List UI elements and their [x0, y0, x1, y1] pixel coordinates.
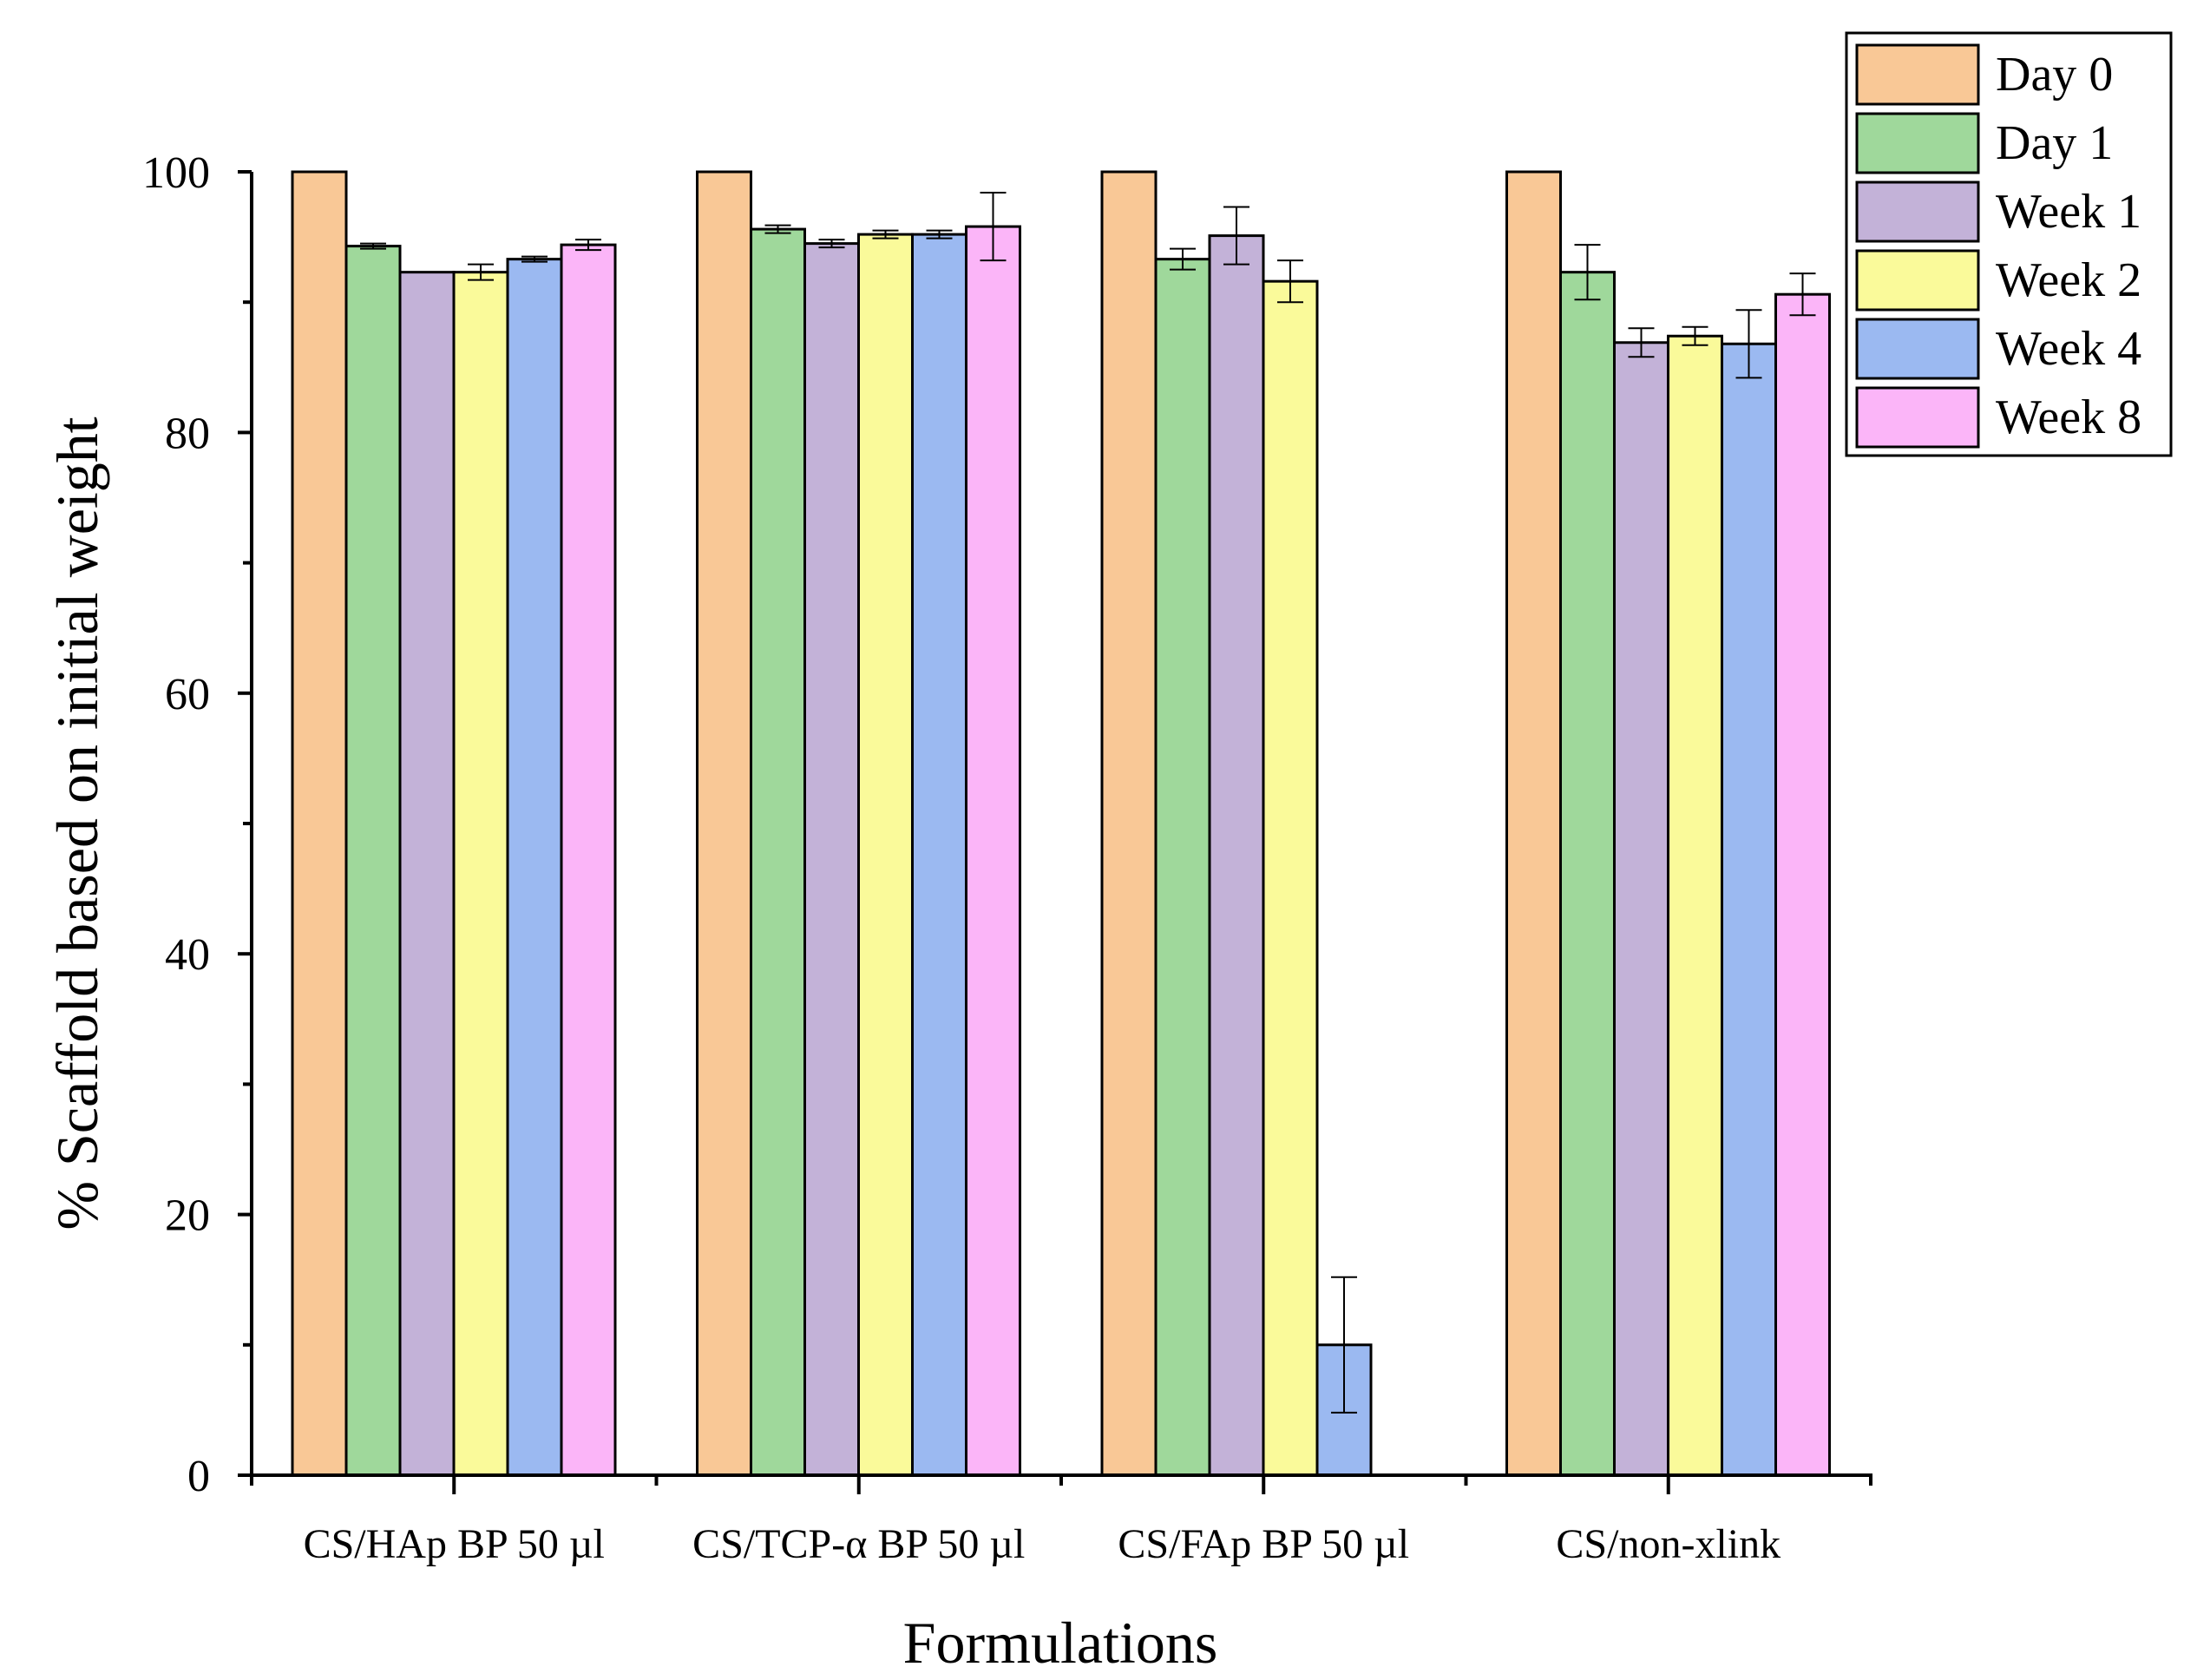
x-ticks: CS/HAp BP 50 µl CS/TCP-α BP 50 µl CS/FAp B… — [250, 1475, 1872, 1567]
bar — [1559, 271, 1616, 1477]
error-bars-layer — [360, 192, 1816, 1414]
y-axis-title: % Scaffold based on initial weight — [44, 417, 110, 1230]
legend-frame — [1845, 31, 2173, 457]
bar — [696, 170, 752, 1477]
bars-layer — [291, 170, 1831, 1477]
bar — [965, 225, 1021, 1477]
y-tick-label: 0 — [187, 1452, 210, 1501]
y-tick-label: 80 — [165, 409, 210, 458]
legend-swatch — [1855, 43, 1980, 106]
bar — [857, 233, 914, 1477]
x-tick-label: CS/non-xlink — [1556, 1521, 1781, 1567]
bar — [750, 227, 806, 1477]
bar — [398, 271, 456, 1477]
legend-swatch — [1855, 180, 1980, 243]
legend-label: Week 4 — [1996, 322, 2141, 376]
x-tick-label: CS/FAp BP 50 µl — [1118, 1521, 1409, 1567]
x-tick-label: CS/TCP-α BP 50 µl — [692, 1521, 1025, 1567]
bar — [1154, 258, 1211, 1477]
bar — [1667, 334, 1723, 1477]
legend-swatch — [1855, 249, 1980, 312]
y-tick-label: 20 — [165, 1191, 210, 1241]
bar — [1505, 170, 1562, 1477]
bar — [452, 271, 509, 1477]
legend-swatch — [1855, 318, 1980, 380]
x-axis-title: Formulations — [903, 1610, 1218, 1676]
bar — [560, 243, 617, 1477]
bar — [344, 245, 402, 1477]
bar — [1613, 341, 1669, 1477]
legend-label: Day 1 — [1996, 116, 2113, 170]
y-ticks: 0 20 40 60 80 100 — [142, 148, 252, 1501]
y-tick-label: 100 — [142, 148, 210, 198]
legend-label: Week 1 — [1996, 185, 2141, 239]
y-tick-label: 60 — [165, 670, 210, 719]
bar — [1262, 279, 1319, 1477]
legend-swatch — [1855, 112, 1980, 174]
bar — [506, 258, 563, 1477]
legend-label: Day 0 — [1996, 48, 2113, 102]
bar — [291, 170, 348, 1477]
legend: Day 0 Day 1 Week 1 Week 2 Week 4 Week 8 — [1845, 31, 2173, 457]
bar — [1721, 342, 1777, 1477]
bar — [803, 242, 860, 1477]
bar — [1100, 170, 1158, 1477]
y-tick-label: 40 — [165, 930, 210, 980]
bar — [911, 233, 967, 1477]
legend-label: Week 2 — [1996, 253, 2141, 307]
bar — [1208, 234, 1265, 1477]
bar — [1774, 292, 1831, 1477]
legend-label: Week 8 — [1996, 390, 2141, 444]
x-tick-label: CS/HAp BP 50 µl — [304, 1521, 605, 1567]
legend-swatch — [1855, 386, 1980, 449]
